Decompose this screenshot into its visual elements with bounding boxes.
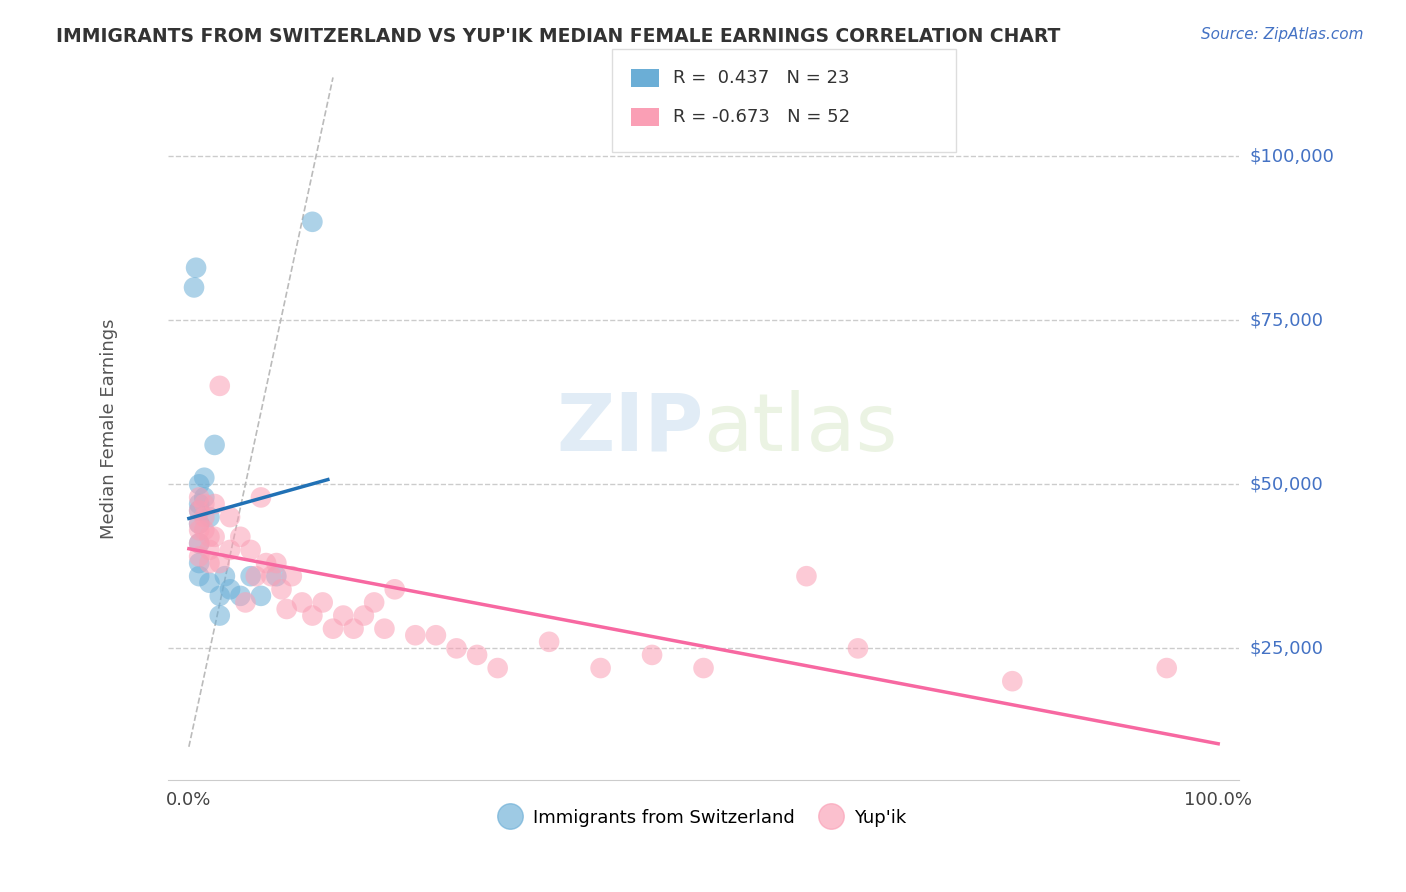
Point bbox=[214, 569, 236, 583]
Point bbox=[239, 543, 262, 558]
Point bbox=[301, 215, 323, 229]
Point bbox=[373, 622, 395, 636]
Point bbox=[198, 510, 221, 524]
Text: $75,000: $75,000 bbox=[1250, 311, 1324, 329]
Point bbox=[219, 510, 242, 524]
Point bbox=[266, 569, 288, 583]
Point bbox=[846, 641, 869, 656]
Text: atlas: atlas bbox=[703, 390, 898, 467]
Point bbox=[188, 556, 211, 570]
Point bbox=[204, 438, 226, 452]
Point bbox=[229, 589, 252, 603]
Text: IMMIGRANTS FROM SWITZERLAND VS YUP'IK MEDIAN FEMALE EARNINGS CORRELATION CHART: IMMIGRANTS FROM SWITZERLAND VS YUP'IK ME… bbox=[56, 27, 1060, 45]
Point bbox=[281, 569, 304, 583]
Point bbox=[425, 628, 447, 642]
Point bbox=[193, 523, 215, 537]
Point bbox=[404, 628, 426, 642]
Point bbox=[1156, 661, 1178, 675]
Point bbox=[465, 648, 488, 662]
Point bbox=[239, 569, 262, 583]
Point bbox=[1001, 674, 1024, 689]
Point bbox=[188, 477, 211, 491]
Point bbox=[198, 575, 221, 590]
Point bbox=[270, 582, 292, 597]
Point bbox=[250, 589, 273, 603]
Point bbox=[193, 491, 215, 505]
Text: R = -0.673   N = 52: R = -0.673 N = 52 bbox=[673, 108, 851, 126]
Text: $25,000: $25,000 bbox=[1250, 640, 1324, 657]
Text: $50,000: $50,000 bbox=[1250, 475, 1323, 493]
Point bbox=[219, 543, 242, 558]
Text: Median Female Earnings: Median Female Earnings bbox=[100, 318, 118, 539]
Point bbox=[219, 582, 242, 597]
Point bbox=[291, 595, 314, 609]
Point bbox=[188, 516, 211, 531]
Point bbox=[235, 595, 257, 609]
Point bbox=[188, 523, 211, 537]
Point bbox=[342, 622, 364, 636]
Point bbox=[301, 608, 323, 623]
Point bbox=[188, 569, 211, 583]
Point bbox=[188, 536, 211, 550]
Point bbox=[198, 543, 221, 558]
Text: ZIP: ZIP bbox=[557, 390, 703, 467]
Point bbox=[208, 608, 231, 623]
Point bbox=[208, 379, 231, 393]
Legend: Immigrants from Switzerland, Yup'ik: Immigrants from Switzerland, Yup'ik bbox=[494, 801, 914, 834]
Point bbox=[204, 497, 226, 511]
Point bbox=[692, 661, 714, 675]
Point bbox=[198, 530, 221, 544]
Text: $100,000: $100,000 bbox=[1250, 147, 1334, 165]
Point bbox=[184, 260, 207, 275]
Point bbox=[188, 491, 211, 505]
Point bbox=[208, 556, 231, 570]
Point bbox=[353, 608, 375, 623]
Point bbox=[254, 556, 277, 570]
Point bbox=[266, 556, 288, 570]
Point bbox=[193, 510, 215, 524]
Point bbox=[276, 602, 298, 616]
Point bbox=[312, 595, 335, 609]
Point bbox=[198, 556, 221, 570]
Point bbox=[188, 516, 211, 531]
Point bbox=[446, 641, 468, 656]
Point bbox=[188, 549, 211, 564]
Point bbox=[641, 648, 664, 662]
Point bbox=[322, 622, 344, 636]
Point bbox=[188, 503, 211, 517]
Text: R =  0.437   N = 23: R = 0.437 N = 23 bbox=[673, 69, 851, 87]
Point bbox=[188, 497, 211, 511]
Text: Source: ZipAtlas.com: Source: ZipAtlas.com bbox=[1201, 27, 1364, 42]
Point bbox=[332, 608, 354, 623]
Point bbox=[589, 661, 612, 675]
Point bbox=[208, 589, 231, 603]
Point bbox=[183, 280, 205, 294]
Point bbox=[363, 595, 385, 609]
Point bbox=[250, 491, 273, 505]
Point bbox=[204, 530, 226, 544]
Point bbox=[229, 530, 252, 544]
Point bbox=[384, 582, 406, 597]
Point bbox=[796, 569, 818, 583]
Point bbox=[245, 569, 267, 583]
Point bbox=[193, 497, 215, 511]
Point bbox=[260, 569, 283, 583]
Point bbox=[193, 471, 215, 485]
Point bbox=[538, 635, 561, 649]
Point bbox=[188, 536, 211, 550]
Point bbox=[188, 503, 211, 517]
Point bbox=[486, 661, 509, 675]
